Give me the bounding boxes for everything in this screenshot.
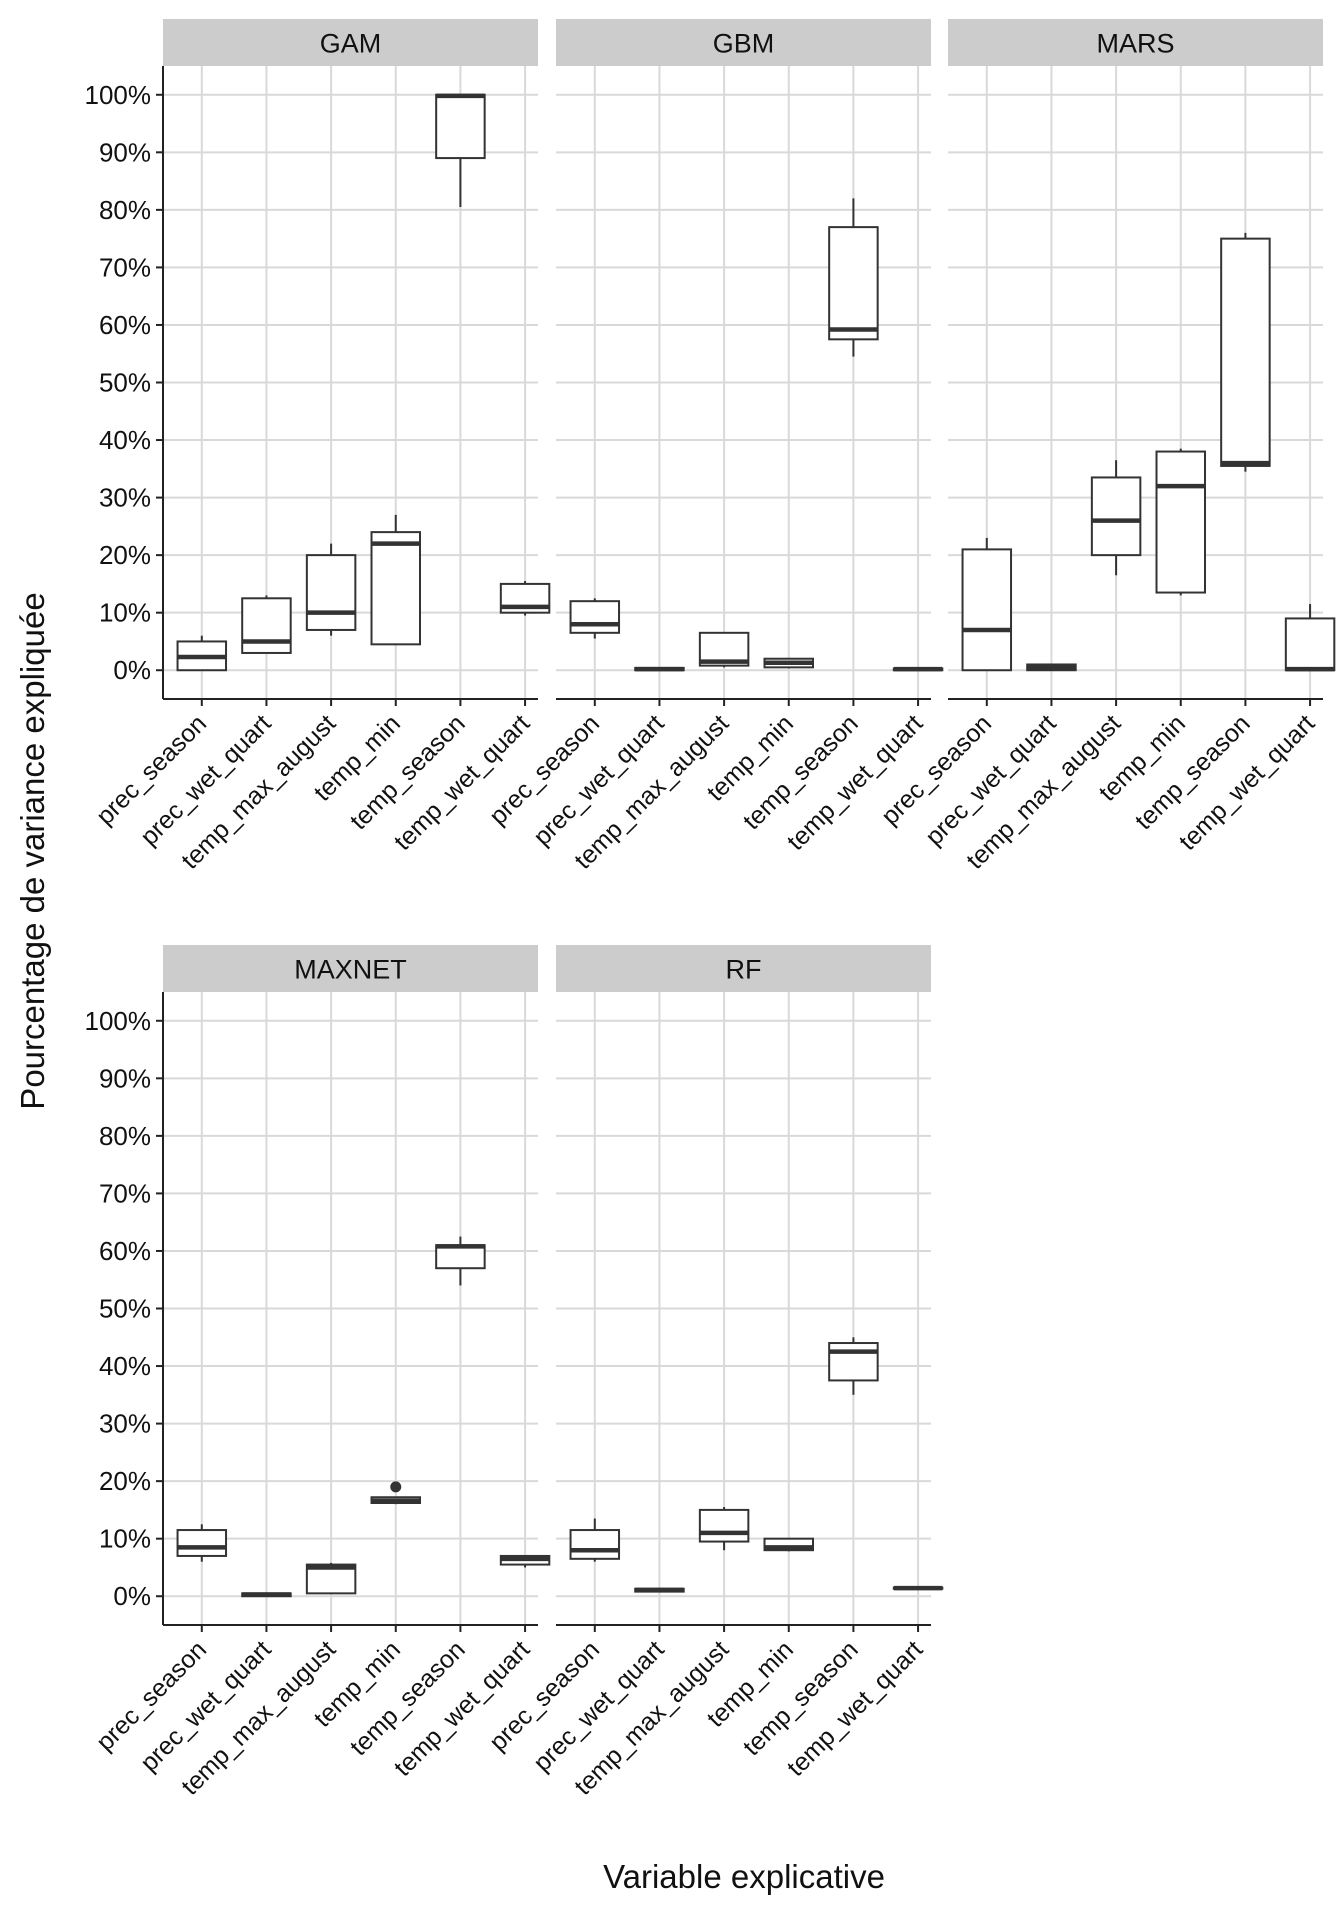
box-temp-max-august bbox=[305, 543, 357, 636]
box-iqr bbox=[828, 1342, 879, 1382]
panel-strip bbox=[556, 19, 931, 66]
box-iqr bbox=[763, 1537, 815, 1552]
y-tick-label: 0% bbox=[113, 1581, 151, 1611]
box-prec-wet-quart bbox=[241, 1592, 292, 1598]
y-tick-label: 40% bbox=[99, 1351, 151, 1381]
box-prec-wet-quart bbox=[241, 595, 292, 654]
y-tick-label: 10% bbox=[99, 1524, 151, 1554]
box-iqr bbox=[1090, 476, 1142, 557]
panel-strip-label: GAM bbox=[320, 29, 382, 59]
box-iqr bbox=[176, 1529, 228, 1557]
box-temp-max-august bbox=[1090, 460, 1142, 576]
box-prec-wet-quart bbox=[1026, 663, 1077, 672]
box-iqr bbox=[569, 1529, 621, 1560]
y-tick-label: 0% bbox=[113, 655, 151, 685]
y-axis-title: Pourcentage de variance expliquée bbox=[14, 592, 51, 1109]
box-prec-season bbox=[569, 1518, 621, 1562]
panel-strip bbox=[948, 19, 1323, 66]
box-temp-max-august bbox=[698, 631, 750, 668]
box-iqr bbox=[370, 531, 422, 646]
box-iqr bbox=[1155, 450, 1207, 594]
box-temp-season bbox=[828, 1337, 879, 1395]
box-prec-season bbox=[176, 1524, 228, 1562]
y-tick-label: 80% bbox=[99, 1121, 151, 1151]
y-tick-label: 70% bbox=[99, 252, 151, 282]
y-tick-label: 10% bbox=[99, 598, 151, 628]
panel-strip bbox=[163, 19, 538, 66]
y-tick-label: 20% bbox=[99, 540, 151, 570]
box-iqr bbox=[435, 93, 486, 160]
box-temp-wet-quart bbox=[499, 1554, 551, 1568]
y-tick-label: 60% bbox=[99, 1236, 151, 1266]
y-tick-label: 80% bbox=[99, 195, 151, 225]
box-iqr bbox=[698, 1508, 750, 1543]
y-tick-label: 30% bbox=[99, 483, 151, 513]
box-temp-season bbox=[828, 198, 879, 357]
box-prec-season bbox=[176, 635, 228, 672]
box-iqr bbox=[241, 597, 292, 654]
box-prec-wet-quart bbox=[634, 1587, 685, 1593]
box-temp-min bbox=[763, 1537, 815, 1552]
x-axis-title: Variable explicative bbox=[603, 1858, 885, 1895]
panel-strip-label: RF bbox=[726, 955, 762, 985]
y-tick-label: 90% bbox=[99, 137, 151, 167]
box-temp-min bbox=[370, 1496, 422, 1505]
y-tick-label: 60% bbox=[99, 310, 151, 340]
box-prec-wet-quart bbox=[634, 666, 685, 672]
box-iqr bbox=[1220, 237, 1271, 467]
box-iqr bbox=[435, 1244, 486, 1270]
panel-strip-label: MARS bbox=[1096, 29, 1174, 59]
box-temp-season bbox=[1220, 232, 1271, 472]
panel-strip-label: GBM bbox=[713, 29, 775, 59]
box-iqr bbox=[1284, 617, 1336, 672]
panel-strip-label: MAXNET bbox=[294, 955, 407, 985]
box-temp-max-august bbox=[305, 1562, 357, 1595]
box-iqr bbox=[961, 548, 1013, 672]
box-temp-max-august bbox=[698, 1507, 750, 1551]
box-iqr bbox=[569, 600, 621, 634]
y-tick-label: 30% bbox=[99, 1409, 151, 1439]
box-temp-season bbox=[435, 93, 486, 207]
y-tick-label: 50% bbox=[99, 368, 151, 398]
y-tick-label: 100% bbox=[85, 1006, 152, 1036]
y-tick-label: 100% bbox=[85, 80, 152, 110]
box-temp-wet-quart bbox=[499, 581, 551, 616]
box-iqr bbox=[828, 226, 879, 341]
box-prec-season bbox=[569, 598, 621, 639]
box-iqr bbox=[305, 554, 357, 631]
box-temp-wet-quart bbox=[892, 1585, 944, 1591]
y-tick-label: 20% bbox=[99, 1466, 151, 1496]
outlier-point bbox=[390, 1481, 402, 1493]
box-temp-wet-quart bbox=[1284, 604, 1336, 672]
panel-strip bbox=[556, 945, 931, 992]
y-tick-label: 50% bbox=[99, 1294, 151, 1324]
panel-strip bbox=[163, 945, 538, 992]
y-tick-label: 40% bbox=[99, 425, 151, 455]
box-temp-min bbox=[1155, 448, 1207, 596]
box-temp-wet-quart bbox=[892, 666, 944, 672]
box-temp-min bbox=[763, 657, 815, 669]
box-temp-min bbox=[370, 514, 422, 646]
box-prec-season bbox=[961, 537, 1013, 672]
box-temp-season bbox=[435, 1236, 486, 1286]
y-tick-label: 70% bbox=[99, 1178, 151, 1208]
panel-rf: RFprec_seasonprec_wet_quarttemp_max_augu… bbox=[484, 945, 944, 1801]
panel-gam: GAM0%10%20%30%40%50%60%70%80%90%100%prec… bbox=[85, 19, 551, 875]
y-tick-label: 90% bbox=[99, 1063, 151, 1093]
